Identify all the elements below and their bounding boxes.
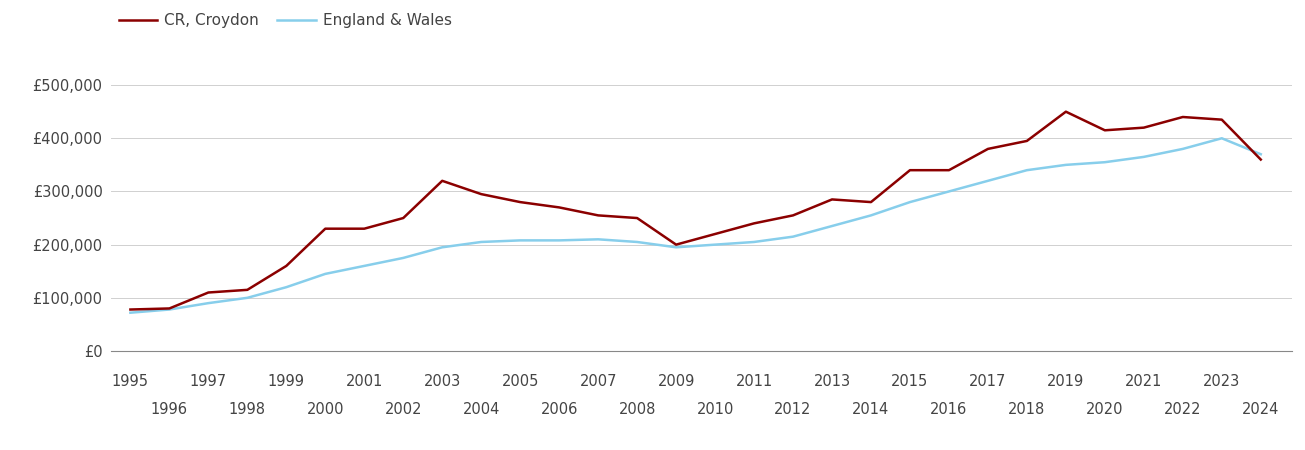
CR, Croydon <box>356 226 372 231</box>
England & Wales <box>1058 162 1074 167</box>
England & Wales <box>435 245 450 250</box>
CR, Croydon <box>1019 138 1035 144</box>
Text: 2005: 2005 <box>501 374 539 389</box>
England & Wales <box>707 242 723 248</box>
Text: 2023: 2023 <box>1203 374 1241 389</box>
Line: CR, Croydon: CR, Croydon <box>130 112 1261 310</box>
CR, Croydon <box>1174 114 1190 120</box>
Text: 2008: 2008 <box>619 402 656 417</box>
CR, Croydon <box>1214 117 1229 122</box>
CR, Croydon <box>123 307 138 312</box>
Text: 1997: 1997 <box>189 374 227 389</box>
CR, Croydon <box>474 191 489 197</box>
Text: 2001: 2001 <box>346 374 382 389</box>
England & Wales <box>162 307 177 312</box>
Text: 2019: 2019 <box>1047 374 1084 389</box>
Text: 2002: 2002 <box>385 402 422 417</box>
CR, Croydon <box>980 146 996 152</box>
Text: 1995: 1995 <box>112 374 149 389</box>
Text: 1996: 1996 <box>151 402 188 417</box>
England & Wales <box>629 239 645 245</box>
Text: 2015: 2015 <box>891 374 929 389</box>
Text: 2024: 2024 <box>1242 402 1279 417</box>
Text: 2016: 2016 <box>930 402 967 417</box>
England & Wales <box>123 310 138 315</box>
CR, Croydon <box>162 306 177 311</box>
England & Wales <box>668 245 684 250</box>
Text: 1998: 1998 <box>228 402 266 417</box>
CR, Croydon <box>1058 109 1074 114</box>
England & Wales <box>356 263 372 269</box>
Text: 2007: 2007 <box>579 374 617 389</box>
CR, Croydon <box>435 178 450 184</box>
England & Wales <box>590 237 606 242</box>
Text: 2011: 2011 <box>736 374 773 389</box>
England & Wales <box>902 199 917 205</box>
Text: 2021: 2021 <box>1125 374 1163 389</box>
CR, Croydon <box>1098 128 1113 133</box>
Text: 2000: 2000 <box>307 402 345 417</box>
CR, Croydon <box>668 242 684 248</box>
England & Wales <box>1174 146 1190 152</box>
Text: 2017: 2017 <box>970 374 1006 389</box>
Text: 2018: 2018 <box>1009 402 1045 417</box>
Line: England & Wales: England & Wales <box>130 138 1261 313</box>
England & Wales <box>1019 167 1035 173</box>
England & Wales <box>941 189 957 194</box>
CR, Croydon <box>825 197 840 202</box>
England & Wales <box>474 239 489 245</box>
Text: 2014: 2014 <box>852 402 890 417</box>
CR, Croydon <box>278 263 294 269</box>
Text: 2006: 2006 <box>540 402 578 417</box>
CR, Croydon <box>746 220 762 226</box>
England & Wales <box>278 284 294 290</box>
Text: 2004: 2004 <box>462 402 500 417</box>
England & Wales <box>863 213 878 218</box>
England & Wales <box>786 234 801 239</box>
Text: 2003: 2003 <box>424 374 461 389</box>
CR, Croydon <box>201 290 217 295</box>
CR, Croydon <box>707 231 723 237</box>
Text: 2020: 2020 <box>1086 402 1124 417</box>
CR, Croydon <box>902 167 917 173</box>
CR, Croydon <box>941 167 957 173</box>
Text: 2013: 2013 <box>813 374 851 389</box>
Text: 2012: 2012 <box>774 402 812 417</box>
Text: 1999: 1999 <box>268 374 305 389</box>
England & Wales <box>317 271 333 277</box>
England & Wales <box>980 178 996 184</box>
England & Wales <box>1098 159 1113 165</box>
England & Wales <box>395 255 411 261</box>
England & Wales <box>1214 135 1229 141</box>
England & Wales <box>1253 152 1268 157</box>
CR, Croydon <box>240 287 256 292</box>
CR, Croydon <box>629 216 645 221</box>
England & Wales <box>551 238 566 243</box>
CR, Croydon <box>1253 157 1268 162</box>
England & Wales <box>825 223 840 229</box>
CR, Croydon <box>317 226 333 231</box>
England & Wales <box>240 295 256 301</box>
Text: 2022: 2022 <box>1164 402 1202 417</box>
CR, Croydon <box>863 199 878 205</box>
CR, Croydon <box>786 213 801 218</box>
CR, Croydon <box>395 216 411 221</box>
England & Wales <box>1137 154 1152 160</box>
CR, Croydon <box>590 213 606 218</box>
England & Wales <box>513 238 529 243</box>
Legend: CR, Croydon, England & Wales: CR, Croydon, England & Wales <box>119 14 453 28</box>
Text: 2009: 2009 <box>658 374 694 389</box>
Text: 2010: 2010 <box>697 402 733 417</box>
England & Wales <box>201 301 217 306</box>
CR, Croydon <box>551 205 566 210</box>
England & Wales <box>746 239 762 245</box>
CR, Croydon <box>1137 125 1152 130</box>
CR, Croydon <box>513 199 529 205</box>
